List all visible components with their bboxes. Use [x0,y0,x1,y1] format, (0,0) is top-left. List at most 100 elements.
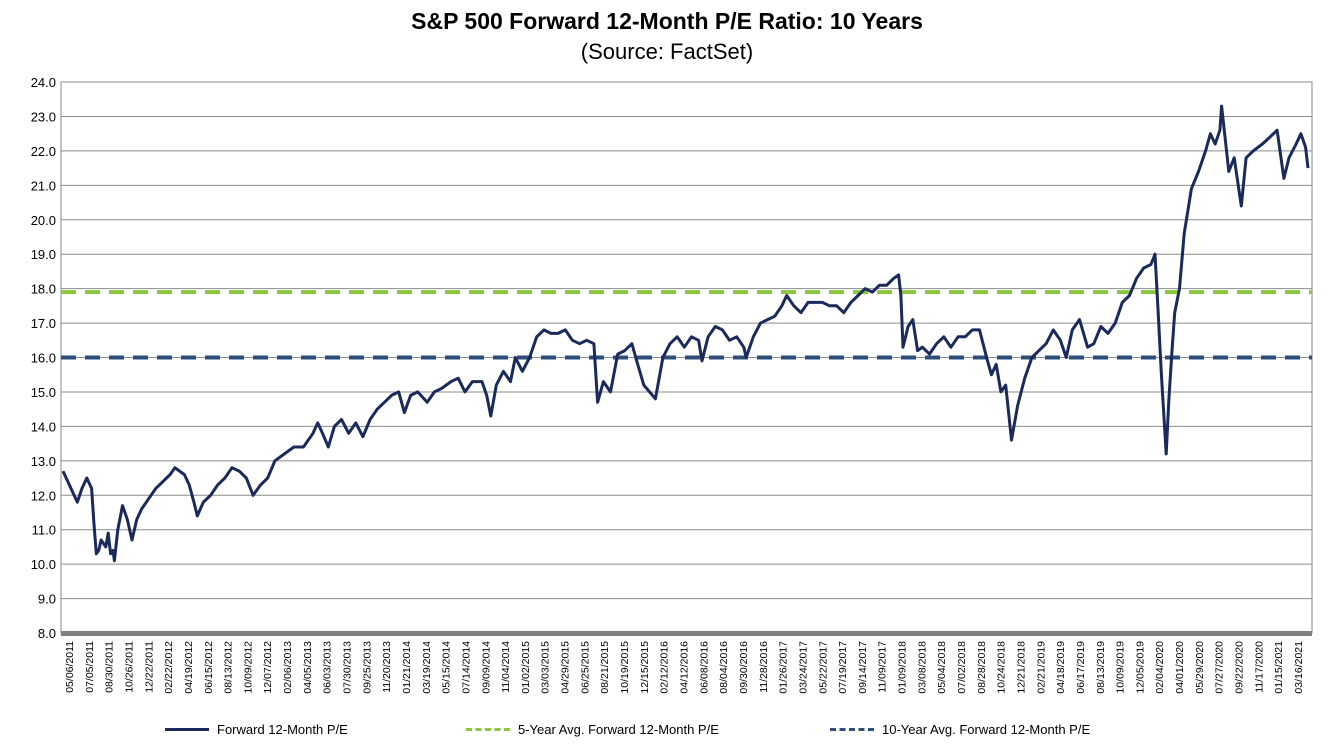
y-tick-label: 18.0 [31,282,56,297]
x-tick-label: 08/28/2018 [976,641,988,694]
y-axis-ticks: 8.0 9.0 10.0 11.0 12.0 13.0 14.0 15.0 16.0 17.0 18… [31,75,56,641]
x-tick-label: 12/21/2018 [1015,641,1027,694]
x-tick-label: 04/19/2012 [183,641,195,694]
legend-item-5yr: 5-Year Avg. Forward 12-Month P/E [466,722,719,737]
x-tick-label: 02/04/2020 [1154,641,1166,694]
x-axis-ticks: 05/06/2011 07/05/2011 08/30/2011 10/26/2011… [64,641,1305,694]
x-tick-label: 04/05/2013 [302,641,314,694]
x-tick-label: 09/09/2014 [480,641,492,694]
x-axis-bar [61,631,1312,636]
x-tick-label: 07/19/2017 [837,641,849,694]
x-tick-label: 05/29/2020 [1194,641,1206,694]
x-tick-label: 06/25/2015 [579,641,591,694]
x-tick-label: 03/19/2014 [421,641,433,694]
legend-swatch-5yr [466,728,510,731]
x-tick-label: 05/04/2018 [936,641,948,694]
x-tick-label: 12/22/2011 [143,641,155,693]
series-lines [61,104,1310,563]
y-tick-label: 14.0 [31,419,56,434]
x-tick-label: 06/08/2016 [698,641,710,694]
x-tick-label: 12/07/2012 [262,641,274,694]
x-tick-label: 09/30/2016 [738,641,750,694]
legend-item-10yr: 10-Year Avg. Forward 12-Month P/E [830,722,1090,737]
x-tick-label: 10/24/2018 [996,641,1008,694]
y-tick-label: 21.0 [31,178,56,193]
x-tick-label: 09/25/2013 [361,641,373,694]
y-tick-label: 10.0 [31,557,56,572]
y-tick-label: 23.0 [31,109,56,124]
x-tick-label: 01/26/2017 [778,641,790,694]
x-tick-label: 02/06/2013 [282,641,294,694]
x-tick-label: 11/17/2020 [1253,641,1265,693]
x-tick-label: 10/09/2012 [242,641,254,694]
forward-pe-line [61,104,1310,563]
x-tick-label: 03/16/2021 [1293,641,1305,694]
y-tick-label: 22.0 [31,144,56,159]
x-tick-label: 10/09/2019 [1115,641,1127,694]
x-tick-label: 02/12/2016 [659,641,671,694]
x-tick-label: 01/15/2021 [1273,641,1285,694]
x-tick-label: 04/12/2016 [679,641,691,694]
x-tick-label: 01/21/2014 [401,641,413,694]
x-tick-label: 07/30/2013 [342,641,354,694]
legend: Forward 12-Month P/E 5-Year Avg. Forward… [0,722,1334,744]
x-tick-label: 08/13/2019 [1095,641,1107,694]
x-tick-label: 11/04/2014 [500,641,512,693]
y-tick-label: 20.0 [31,213,56,228]
legend-swatch-pe [165,728,209,731]
legend-item-pe: Forward 12-Month P/E [165,722,348,737]
x-tick-label: 06/15/2012 [203,641,215,694]
legend-label-5yr: 5-Year Avg. Forward 12-Month P/E [518,722,719,737]
x-tick-label: 12/15/2015 [639,641,651,694]
x-tick-label: 12/05/2019 [1134,641,1146,694]
y-tick-label: 13.0 [31,454,56,469]
x-tick-label: 07/14/2014 [460,641,472,694]
y-tick-label: 24.0 [31,75,56,90]
average-lines [61,290,1312,360]
x-tick-label: 09/22/2020 [1234,641,1246,694]
y-tick-label: 11.0 [32,523,56,538]
y-tick-label: 19.0 [31,247,56,262]
x-tick-label: 08/04/2016 [718,641,730,694]
legend-swatch-10yr [830,728,874,731]
chart-title: S&P 500 Forward 12-Month P/E Ratio: 10 Y… [411,8,923,34]
x-tick-label: 07/05/2011 [84,641,96,693]
x-tick-label: 08/30/2011 [104,641,116,693]
x-tick-label: 11/28/2016 [758,641,770,693]
x-tick-label: 04/18/2019 [1055,641,1067,694]
x-tick-label: 04/29/2015 [560,641,572,694]
x-tick-label: 07/02/2018 [956,641,968,694]
x-tick-label: 05/06/2011 [64,641,76,693]
y-tick-label: 12.0 [31,488,56,503]
x-tick-label: 01/02/2015 [520,641,532,694]
x-tick-label: 06/03/2013 [322,641,334,694]
chart-subtitle: (Source: FactSet) [580,39,754,64]
x-tick-label: 03/03/2015 [540,641,552,694]
y-tick-label: 16.0 [31,351,56,366]
x-tick-label: 09/14/2017 [857,641,869,694]
x-tick-label: 11/20/2013 [381,641,393,693]
legend-label-pe: Forward 12-Month P/E [217,722,348,737]
gridlines [61,81,1312,600]
x-tick-label: 02/22/2012 [163,641,175,694]
x-tick-label: 01/09/2018 [897,641,909,694]
y-tick-label: 8.0 [38,626,56,641]
x-tick-label: 07/27/2020 [1214,641,1226,694]
x-tick-label: 08/13/2012 [223,641,235,694]
x-tick-label: 05/22/2017 [817,641,829,694]
x-tick-label: 11/09/2017 [877,641,889,693]
legend-label-10yr: 10-Year Avg. Forward 12-Month P/E [882,722,1091,737]
x-tick-label: 10/19/2015 [619,641,631,694]
chart-plot: 8.0 9.0 10.0 11.0 12.0 13.0 14.0 15.0 16.0 17.0 18… [31,75,1313,694]
x-tick-label: 06/17/2019 [1075,641,1087,694]
x-tick-label: 02/21/2019 [1035,641,1047,694]
x-tick-label: 03/08/2018 [916,641,928,694]
x-tick-label: 10/26/2011 [123,641,135,693]
x-tick-label: 04/01/2020 [1174,641,1186,694]
y-tick-label: 15.0 [31,385,56,400]
y-tick-label: 9.0 [38,592,56,607]
y-tick-label: 17.0 [31,316,56,331]
x-tick-label: 08/21/2015 [599,641,611,694]
x-tick-label: 03/24/2017 [797,641,809,694]
x-tick-label: 05/15/2014 [441,641,453,694]
